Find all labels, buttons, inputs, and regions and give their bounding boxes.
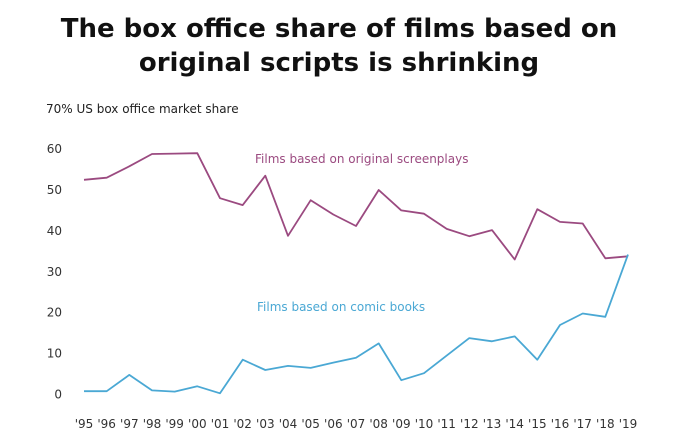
series-line-comic-books [84,254,629,395]
x-tick-label: '96 [97,417,116,431]
x-tick-label: '10 [415,417,434,431]
x-tick-label: '97 [120,417,139,431]
x-tick-label: '04 [279,417,298,431]
x-tick-label: '05 [301,417,320,431]
y-tick-label: 50 [47,183,62,197]
series-label-comic-books: Films based on comic books [257,300,425,314]
chart-title: The box office share of films based on o… [0,12,678,80]
x-tick-label: '09 [392,417,411,431]
x-tick-label: '03 [256,417,275,431]
x-tick-label: '00 [188,417,207,431]
x-tick-label: '11 [437,417,456,431]
series-label-original-screenplays: Films based on original screenplays [255,152,468,166]
y-tick-label: 0 [54,388,62,402]
y-tick-label: 30 [47,265,62,279]
x-tick-label: '07 [347,417,366,431]
x-tick-label: '98 [143,417,162,431]
x-tick-label: '99 [165,417,184,431]
y-tick-label: 40 [47,224,62,238]
x-tick-label: '01 [211,417,230,431]
x-tick-label: '19 [619,417,638,431]
x-tick-label: '16 [551,417,570,431]
series-lines [83,152,629,395]
x-axis-ticks: '95'96'97'98'99'00'01'02'03'04'05'06'07 '… [75,417,638,431]
x-tick-label: '15 [528,417,547,431]
chart-title-line-1: The box office share of films based on [60,14,618,44]
series-line-original-screenplays [83,152,629,261]
x-tick-label: '18 [596,417,615,431]
x-tick-label: '13 [483,417,502,431]
y-axis-label: 70% US box office market share [46,102,239,116]
y-tick-label: 60 [47,142,62,156]
chart-title-line-2: original scripts is shrinking [138,48,540,78]
x-tick-label: '08 [369,417,388,431]
x-tick-label: '17 [573,417,592,431]
x-tick-label: '12 [460,417,479,431]
y-axis-ticks: 0 10 20 30 40 50 60 [47,142,62,401]
x-tick-label: '06 [324,417,343,431]
x-tick-label: '02 [233,417,252,431]
x-tick-label: '95 [75,417,94,431]
y-tick-label: 10 [47,347,62,361]
x-tick-label: '14 [505,417,524,431]
y-tick-label: 20 [47,306,62,320]
